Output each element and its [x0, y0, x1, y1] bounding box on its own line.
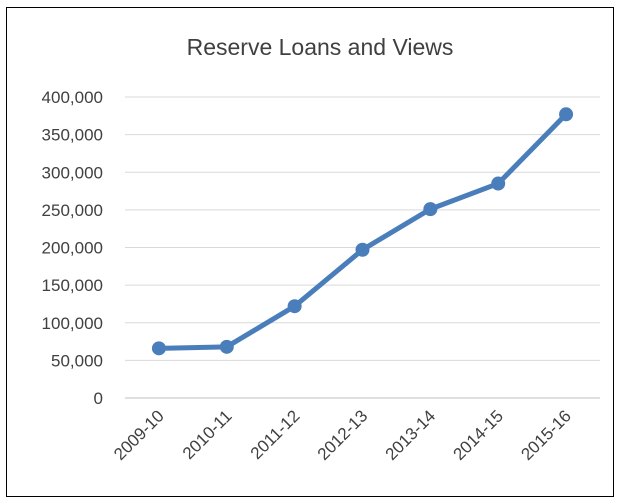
y-tick-label: 250,000 — [42, 201, 103, 220]
y-tick-label: 0 — [94, 389, 103, 408]
gridlines — [125, 96, 600, 361]
y-tick-label: 350,000 — [42, 126, 103, 145]
x-axis-ticks: 2009-10 2010-11 2011-12 2012-13 2013-14 2014-… — [110, 406, 575, 464]
y-tick-label: 400,000 — [42, 88, 103, 107]
x-tick-label: 2014-15 — [449, 406, 507, 464]
data-point — [423, 202, 438, 217]
data-point — [491, 176, 506, 191]
series-layer — [151, 107, 574, 356]
data-point — [559, 107, 574, 122]
data-point — [219, 339, 234, 354]
x-tick-label: 2012-13 — [314, 406, 372, 464]
y-axis-ticks: 0 50,000 100,000 150,000 200,000 250,000 300,0… — [42, 88, 103, 408]
chart-title: Reserve Loans and Views — [187, 34, 454, 60]
y-tick-label: 100,000 — [42, 314, 103, 333]
data-point — [151, 341, 166, 356]
x-tick-label: 2011-12 — [247, 406, 304, 463]
x-tick-label: 2013-14 — [382, 406, 440, 464]
data-point — [355, 242, 370, 257]
y-tick-label: 200,000 — [42, 239, 103, 258]
chart-frame — [6, 7, 614, 497]
y-tick-label: 150,000 — [42, 276, 103, 295]
x-tick-label: 2015-16 — [517, 406, 575, 464]
y-tick-label: 300,000 — [42, 163, 103, 182]
data-point — [287, 299, 302, 314]
series-line — [156, 111, 569, 351]
x-tick-label: 2010-11 — [179, 406, 236, 463]
y-tick-label: 50,000 — [51, 351, 103, 370]
x-tick-label: 2009-10 — [110, 406, 168, 464]
